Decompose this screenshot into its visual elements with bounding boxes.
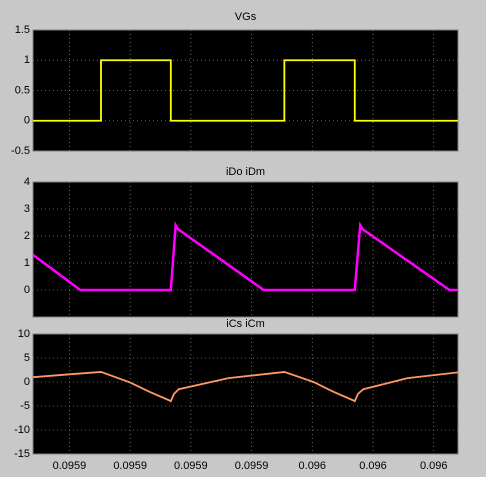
y-tick-label: 5 [24, 352, 30, 364]
plot-area [32, 181, 459, 318]
y-tick-label: -5 [20, 400, 30, 412]
y-tick-label: 0 [24, 115, 30, 127]
trace [33, 59, 458, 122]
x-tick-label: 0.0959 [113, 460, 147, 472]
plot-area [32, 333, 459, 455]
x-tick-label: 0.0959 [174, 460, 208, 472]
y-tick-label: 10 [18, 328, 30, 340]
panel-title: VGs [235, 11, 257, 23]
y-tick-label: -0.5 [11, 145, 30, 157]
x-tick-label: 0.096 [299, 460, 327, 472]
x-tick-label: 0.096 [420, 460, 448, 472]
y-tick-label: -10 [14, 424, 30, 436]
y-tick-label: 1 [24, 54, 30, 66]
y-tick-label: 4 [24, 176, 30, 188]
y-tick-label: 1.5 [15, 24, 30, 36]
trace [32, 371, 459, 403]
panel-title: iDo iDm [226, 166, 265, 178]
y-tick-label: 0.5 [15, 84, 30, 96]
y-tick-label: 0 [24, 284, 30, 296]
x-tick-label: 0.0959 [53, 460, 87, 472]
trace [32, 221, 458, 292]
x-tick-label: 0.096 [359, 460, 387, 472]
y-tick-label: 3 [24, 203, 30, 215]
x-tick-label: 0.0959 [235, 460, 269, 472]
y-tick-label: 0 [24, 376, 30, 388]
panel-title: iCs iCm [226, 318, 265, 330]
y-tick-label: -15 [14, 448, 30, 460]
y-tick-label: 1 [24, 257, 30, 269]
y-tick-label: 2 [24, 230, 30, 242]
